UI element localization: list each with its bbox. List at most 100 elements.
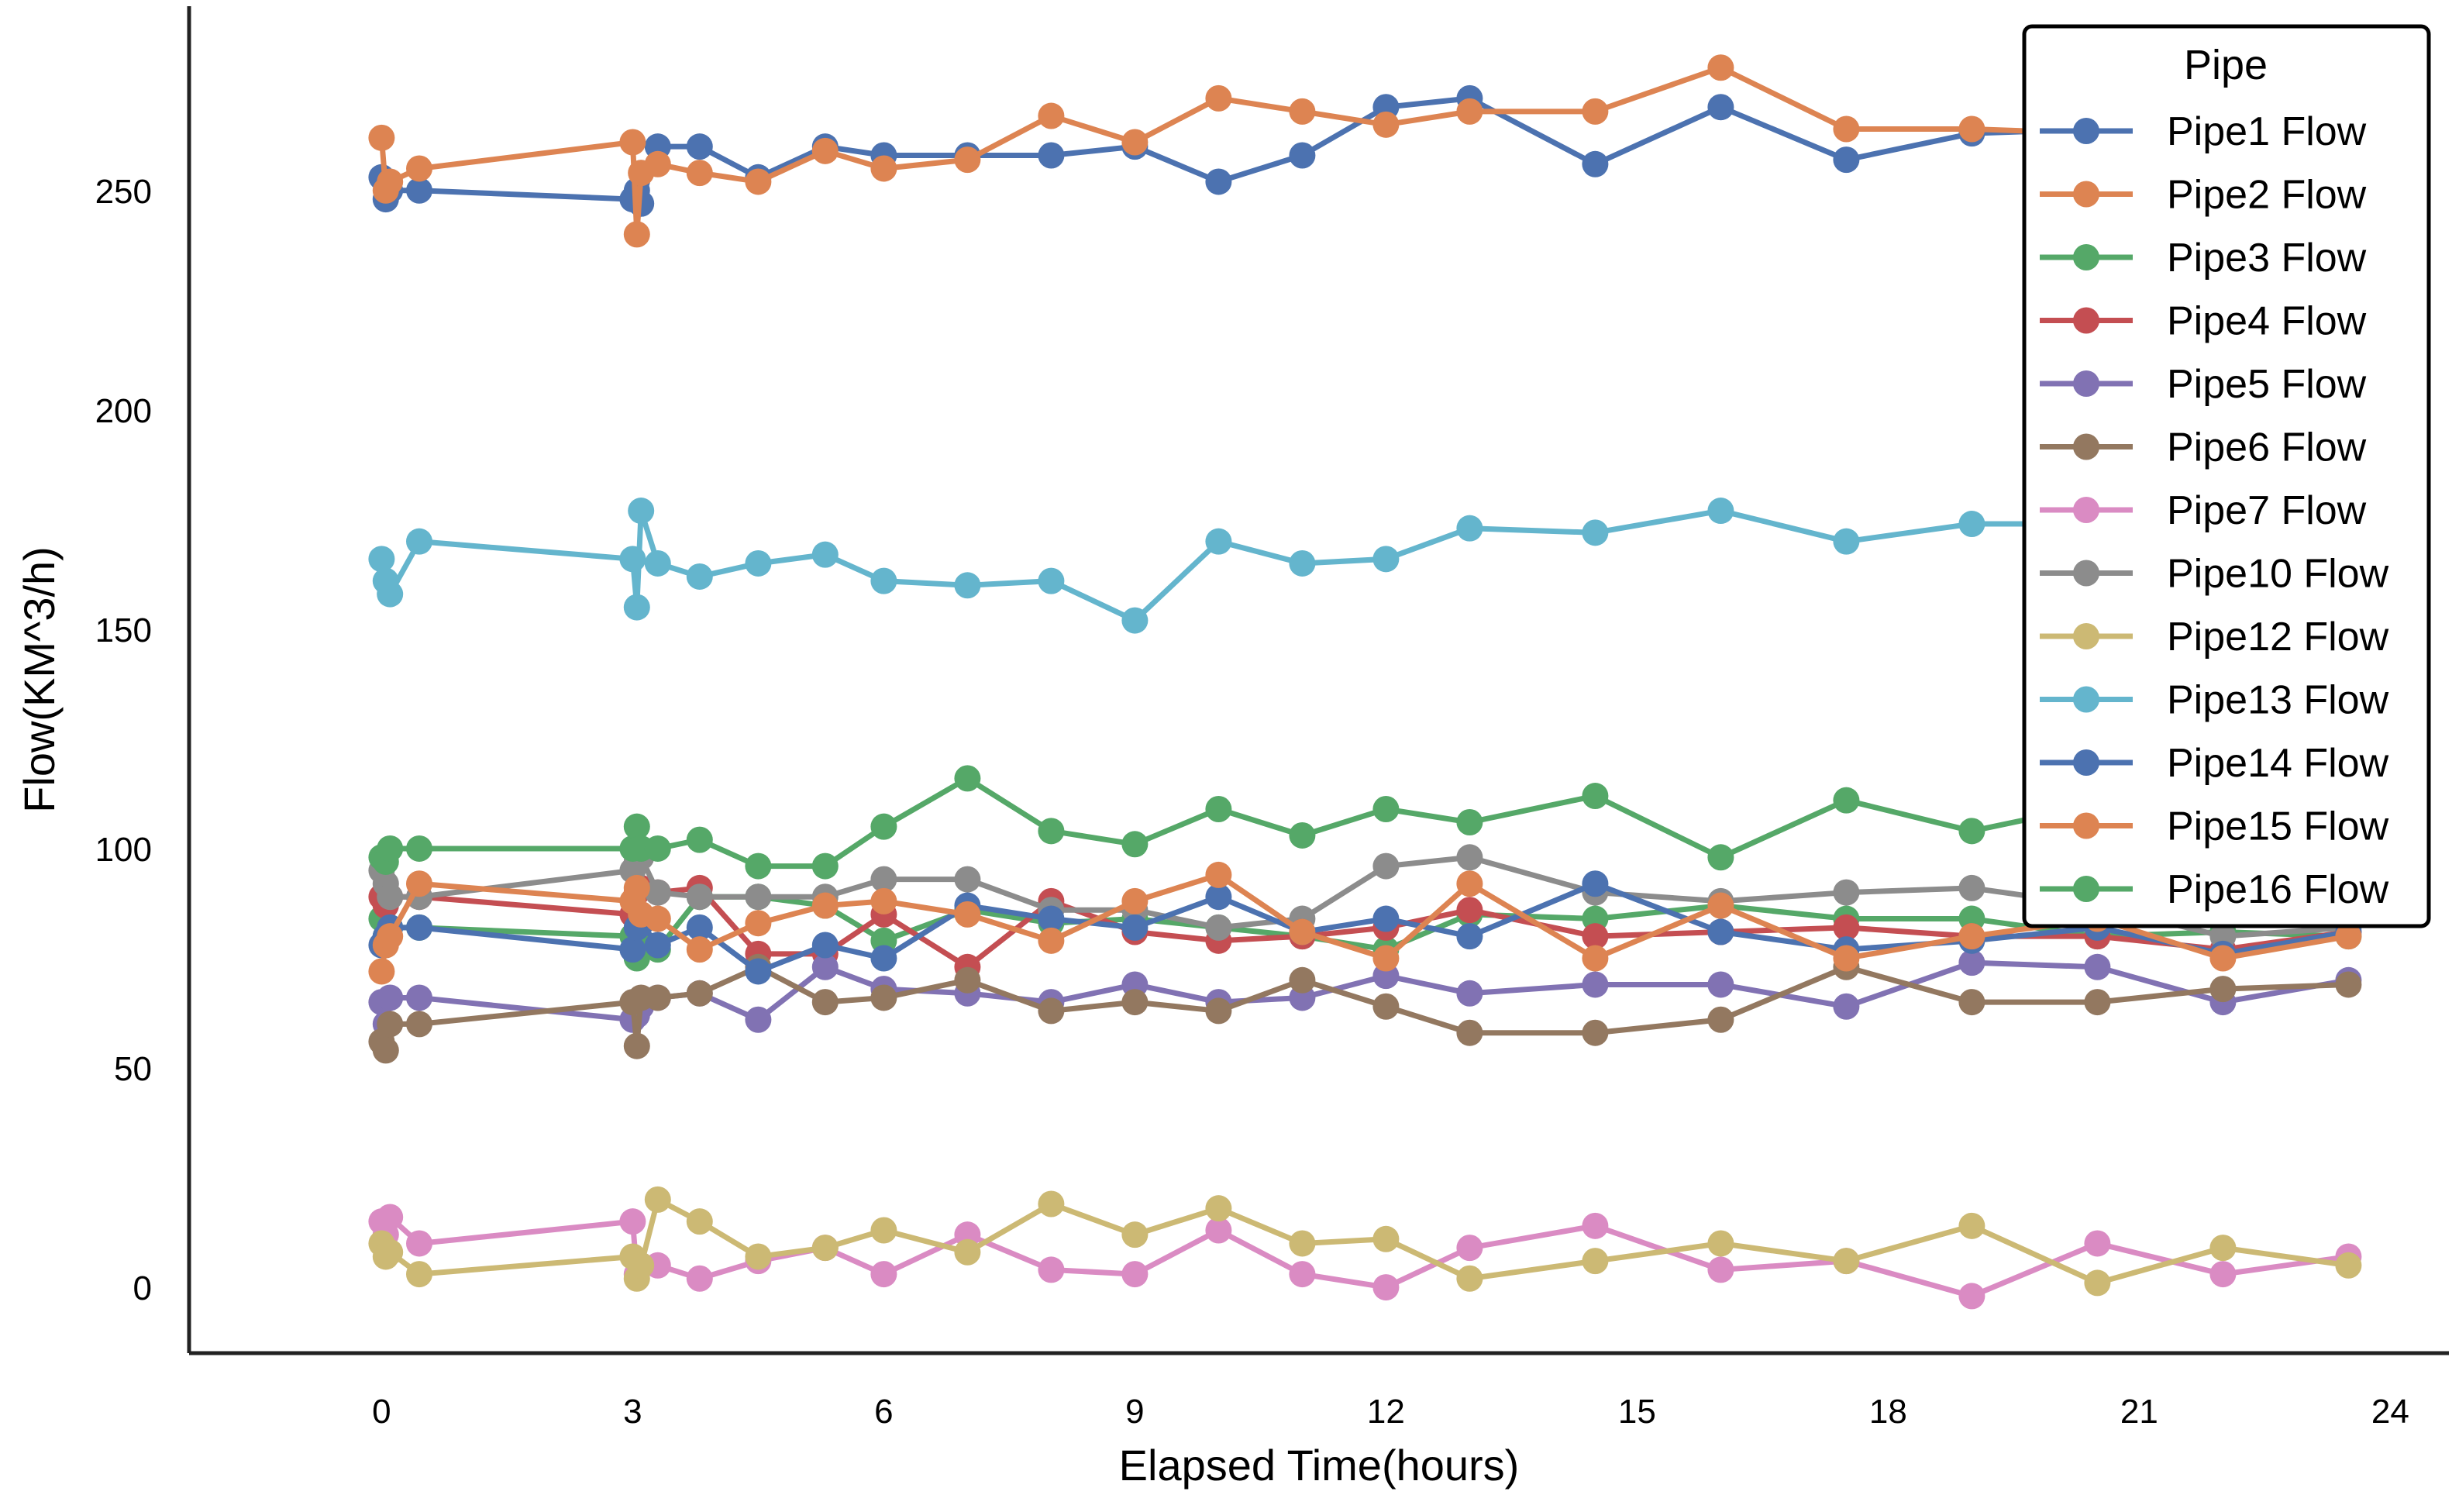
data-point (406, 177, 432, 204)
legend-item: Pipe16 Flow (2040, 867, 2389, 912)
data-point (1707, 1256, 1734, 1283)
data-point (1707, 54, 1734, 81)
legend-frame (2022, 24, 2431, 928)
data-point (1582, 783, 1609, 810)
legend-item: Pipe7 Flow (2040, 488, 2367, 533)
data-point (954, 901, 981, 928)
legend-swatch-marker (2073, 244, 2099, 270)
data-point (644, 150, 671, 177)
data-point (1289, 98, 1316, 125)
data-point (1958, 1283, 1985, 1310)
data-point (1833, 945, 1860, 972)
x-tick-label: 15 (1618, 1393, 1656, 1431)
data-point (870, 887, 897, 914)
data-point (1038, 567, 1065, 594)
data-point (406, 914, 432, 941)
data-point (1582, 945, 1609, 972)
data-point (1456, 980, 1483, 1007)
data-point (745, 168, 772, 195)
legend-label: Pipe7 Flow (2167, 488, 2367, 533)
data-point (623, 874, 650, 901)
data-point (686, 1208, 713, 1235)
x-tick-label: 0 (372, 1393, 391, 1431)
data-point (1456, 1265, 1483, 1292)
data-point (1582, 98, 1609, 125)
legend-label: Pipe5 Flow (2167, 362, 2367, 407)
x-tick-label: 18 (1869, 1393, 1907, 1431)
data-point (2335, 923, 2362, 950)
data-point (686, 936, 713, 963)
series-line (378, 64, 2349, 237)
data-point (1121, 607, 1149, 634)
data-point (1205, 1195, 1232, 1222)
data-point (406, 835, 432, 862)
data-point (1833, 146, 1860, 174)
data-point (1833, 1248, 1860, 1275)
data-point (406, 1261, 432, 1288)
legend-label: Pipe15 Flow (2167, 804, 2389, 849)
data-point (1707, 918, 1734, 945)
series-layer (368, 54, 2362, 1310)
x-axis-title: Elapsed Time(hours) (1119, 1441, 1520, 1490)
data-point (1958, 949, 1985, 976)
data-point (870, 567, 897, 594)
data-point (686, 883, 713, 911)
data-point (644, 905, 671, 932)
y-tick-label: 50 (114, 1050, 152, 1088)
data-point (870, 866, 897, 893)
data-point (870, 1217, 897, 1244)
data-point (745, 1243, 772, 1270)
x-tick-label: 9 (1125, 1393, 1144, 1431)
data-point (1456, 844, 1483, 871)
axes: 0 3 6 9 12 15 18 21 24 0 50 100 150 200 250 (95, 6, 2449, 1431)
legend-swatch-marker (2073, 497, 2099, 523)
data-point (1205, 861, 1232, 888)
data-point (2335, 1252, 2362, 1279)
legend-item: Pipe6 Flow (2040, 425, 2367, 470)
data-point (406, 1230, 432, 1257)
data-point (2335, 971, 2362, 998)
legend-title: Pipe (2184, 42, 2268, 88)
data-point (377, 984, 404, 1011)
data-point (406, 528, 432, 555)
legend-item: Pipe15 Flow (2040, 804, 2389, 849)
legend-swatch-marker (2073, 876, 2099, 902)
data-point (406, 1011, 432, 1038)
legend-label: Pipe4 Flow (2167, 299, 2367, 344)
legend-item: Pipe14 Flow (2040, 741, 2389, 786)
data-point (644, 984, 671, 1011)
data-point (1038, 905, 1065, 932)
data-point (1707, 1006, 1734, 1033)
data-point (2084, 1269, 2111, 1297)
data-point (686, 160, 713, 187)
data-point (1707, 1230, 1734, 1257)
data-point (1456, 923, 1483, 950)
data-point (686, 563, 713, 590)
series-pipe16-flow (368, 765, 2362, 880)
data-point (954, 146, 981, 174)
data-point (870, 1261, 897, 1288)
data-point (1121, 1221, 1149, 1249)
legend-label: Pipe16 Flow (2167, 867, 2389, 912)
legend-item: Pipe10 Flow (2040, 552, 2389, 597)
data-point (628, 498, 655, 525)
data-point (623, 1032, 650, 1059)
data-point (644, 932, 671, 959)
data-point (811, 137, 839, 164)
data-point (368, 546, 395, 573)
data-point (2209, 1261, 2237, 1288)
data-point (1582, 1212, 1609, 1239)
data-point (811, 852, 839, 880)
data-point (1121, 989, 1149, 1016)
data-point (1038, 1256, 1065, 1283)
data-point (745, 958, 772, 985)
data-point (1707, 971, 1734, 998)
data-point (623, 221, 650, 248)
data-point (1121, 1261, 1149, 1288)
data-point (1289, 549, 1316, 577)
data-point (686, 1265, 713, 1292)
data-point (1833, 914, 1860, 941)
data-point (1456, 98, 1483, 125)
data-point (811, 541, 839, 568)
